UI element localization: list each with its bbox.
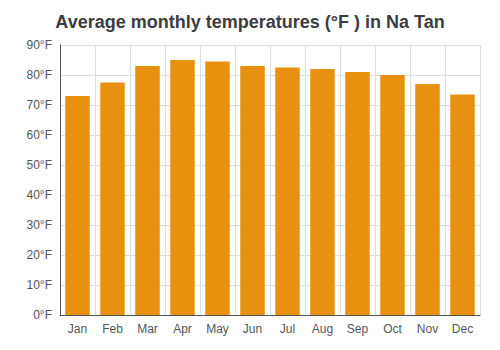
svg-text:60°F: 60°F	[27, 128, 52, 142]
svg-text:50°F: 50°F	[27, 158, 52, 172]
svg-text:Feb: Feb	[102, 322, 123, 336]
svg-text:Aug: Aug	[312, 322, 333, 336]
svg-text:90°F: 90°F	[27, 38, 52, 52]
svg-text:Jun: Jun	[243, 322, 262, 336]
svg-text:80°F: 80°F	[27, 68, 52, 82]
svg-text:Dec: Dec	[452, 322, 473, 336]
svg-text:May: May	[206, 322, 229, 336]
svg-text:Nov: Nov	[417, 322, 438, 336]
svg-text:Average monthly temperatures (: Average monthly temperatures (°F ) in Na…	[55, 12, 444, 32]
svg-text:Jul: Jul	[280, 322, 295, 336]
svg-text:10°F: 10°F	[27, 278, 52, 292]
svg-text:40°F: 40°F	[27, 188, 52, 202]
svg-text:0°F: 0°F	[33, 308, 52, 322]
svg-text:70°F: 70°F	[27, 98, 52, 112]
svg-text:Mar: Mar	[137, 322, 158, 336]
svg-text:Sep: Sep	[347, 322, 369, 336]
svg-text:20°F: 20°F	[27, 248, 52, 262]
svg-text:Apr: Apr	[173, 322, 192, 336]
svg-text:Oct: Oct	[383, 322, 402, 336]
svg-text:30°F: 30°F	[27, 218, 52, 232]
svg-text:Jan: Jan	[68, 322, 87, 336]
